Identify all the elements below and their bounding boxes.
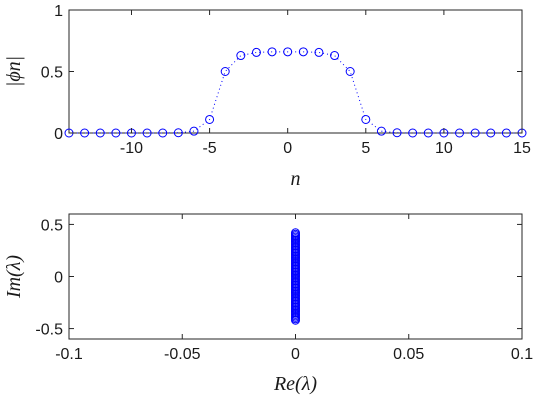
data-point xyxy=(205,114,215,124)
data-point xyxy=(361,114,371,124)
plot-area xyxy=(68,9,523,134)
y-tick-label: 1 xyxy=(54,3,63,20)
eigenvalue-spectrum-plot: -0.1 -0.05 0 0.05 0.1 -0.5 0 0.5 Re(λ) Im(λ) xyxy=(3,213,533,395)
data-point xyxy=(173,128,183,138)
x-tick-label: -5 xyxy=(202,140,216,157)
y-tick-label: 0.5 xyxy=(41,217,63,234)
x-tick-label: 15 xyxy=(513,140,531,157)
x-axis-label: Re(λ) xyxy=(273,373,317,395)
data-point xyxy=(330,51,340,61)
x-ticks: -0.1 -0.05 0 0.05 0.1 xyxy=(55,214,533,363)
x-ticks: -10 -5 0 5 10 15 xyxy=(120,10,531,157)
data-point xyxy=(283,47,293,57)
y-tick-label: -0.5 xyxy=(35,322,63,339)
data-point xyxy=(251,47,261,57)
data-point xyxy=(142,128,152,138)
y-tick-label: 0.5 xyxy=(41,65,63,82)
phi-amplitude-plot: -10 -5 0 5 10 15 00.51 n |ϕn| xyxy=(3,3,531,190)
data-series xyxy=(291,228,300,325)
y-axis-label: |ϕn| xyxy=(3,56,25,87)
data-point xyxy=(486,128,496,138)
data-point xyxy=(111,128,121,138)
y-ticks: -0.5 0 0.5 xyxy=(35,217,522,339)
x-tick-label: 10 xyxy=(435,140,453,157)
y-tick-label: 0 xyxy=(54,126,63,143)
x-tick-label: 0.1 xyxy=(511,346,533,363)
data-point xyxy=(501,128,511,138)
data-point xyxy=(392,128,402,138)
data-point xyxy=(80,128,90,138)
data-series xyxy=(64,47,527,138)
x-tick-label: -0.05 xyxy=(164,346,201,363)
x-tick-label: 0.05 xyxy=(393,346,424,363)
x-axis-label: n xyxy=(291,168,301,190)
data-point xyxy=(298,47,308,57)
x-tick-label: -0.1 xyxy=(55,346,83,363)
data-point xyxy=(95,128,105,138)
y-tick-label: 0 xyxy=(54,270,63,287)
data-point xyxy=(189,126,199,136)
data-point xyxy=(236,51,246,61)
data-point xyxy=(345,67,355,76)
data-point xyxy=(470,128,480,138)
data-point xyxy=(291,228,300,238)
x-tick-label: 5 xyxy=(361,140,370,157)
x-tick-label: 0 xyxy=(291,346,300,363)
series-line xyxy=(69,51,522,134)
data-point xyxy=(267,47,277,57)
data-point xyxy=(423,128,433,138)
data-point xyxy=(314,47,324,57)
data-point xyxy=(408,128,418,138)
data-point xyxy=(158,128,168,138)
y-axis-label: Im(λ) xyxy=(3,255,25,299)
data-point xyxy=(455,128,465,138)
data-point xyxy=(220,67,230,76)
y-ticks: 00.51 xyxy=(41,3,522,143)
data-point xyxy=(376,126,386,136)
x-tick-label: 0 xyxy=(283,140,292,157)
x-tick-label: -10 xyxy=(120,140,143,157)
